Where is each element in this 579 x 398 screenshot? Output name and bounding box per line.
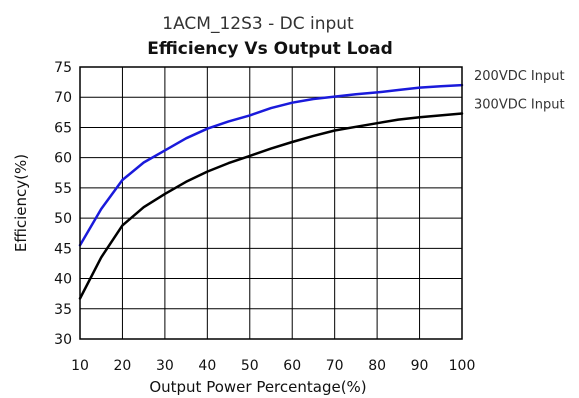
y-tick-label: 45: [54, 241, 72, 257]
x-tick-label: 30: [156, 358, 174, 374]
series-labels: 200VDC Input 300VDC Input: [474, 69, 565, 112]
x-tick-label: 20: [114, 358, 132, 374]
x-tick-label: 90: [411, 358, 429, 374]
series-lines: [78, 83, 464, 300]
x-tick-label: 70: [326, 358, 344, 374]
x-tick-label: 100: [449, 358, 476, 374]
x-tick-label: 80: [368, 358, 386, 374]
y-tick-label: 60: [54, 151, 72, 167]
y-tick-label: 30: [54, 332, 72, 348]
chart-subtitle: Efficiency Vs Output Load: [147, 39, 393, 59]
x-tick-label: 10: [71, 358, 89, 374]
y-tick-label: 35: [54, 302, 72, 318]
chart-title: 1ACM_12S3 - DC input: [162, 14, 354, 34]
y-tick-label: 70: [54, 90, 72, 106]
plot-area-frame: [79, 66, 463, 340]
y-tick-label: 50: [54, 211, 72, 227]
x-tick-label: 40: [198, 358, 216, 374]
y-tick-label: 75: [54, 60, 72, 76]
x-axis-label: Output Power Percentage(%): [149, 378, 366, 396]
x-tick-label: 60: [283, 358, 301, 374]
y-tick-label: 55: [54, 181, 72, 197]
series-line-1: [78, 83, 464, 247]
tick-labels: 10 20 30 40 50 60 70 80 90 100 30 35 40 45 50 55 60 65 70 7…: [54, 60, 475, 374]
y-axis-label: Efficiency(%): [12, 154, 30, 252]
x-tick-label: 50: [241, 358, 259, 374]
series-label-1: 200VDC Input: [474, 69, 565, 84]
series-label-2: 300VDC Input: [474, 98, 565, 113]
y-tick-label: 40: [54, 272, 72, 288]
y-tick-label: 65: [54, 120, 72, 136]
series-line-2: [78, 112, 464, 300]
